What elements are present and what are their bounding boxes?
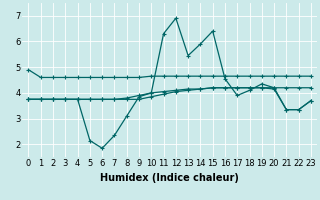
X-axis label: Humidex (Indice chaleur): Humidex (Indice chaleur) — [100, 173, 239, 183]
